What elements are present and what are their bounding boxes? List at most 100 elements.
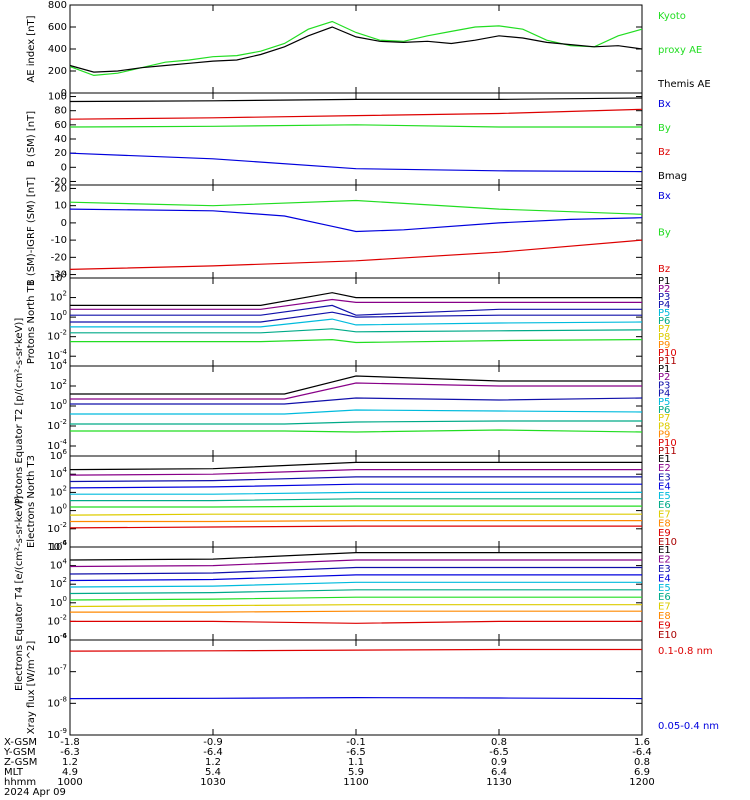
series-line: [69, 566, 642, 575]
footer-value: -6.5: [346, 747, 366, 758]
legend-label: P6: [658, 316, 670, 327]
y-tick-label: 10-2: [47, 329, 67, 343]
y-tick-label: -10: [51, 235, 67, 246]
series-line: [69, 513, 642, 516]
legend-label: proxy AE: [658, 45, 702, 56]
y-tick-label: 100: [50, 309, 67, 323]
footer-value: -6.5: [489, 747, 509, 758]
series-line: [70, 429, 643, 433]
legend-label: P2: [658, 372, 670, 383]
y-tick-label: 0: [61, 218, 67, 229]
footer-value: 1130: [486, 777, 511, 788]
y-tick-label: 106: [50, 539, 68, 553]
y-tick-label: -30: [51, 270, 67, 281]
y-axis-label: Electrons Equator T4 [e/(cm²-s-sr-keV)]: [14, 496, 25, 691]
legend-label: P10: [658, 438, 677, 449]
legend-label: E6: [658, 500, 671, 511]
y-tick-label: 0: [61, 162, 67, 173]
y-axis-label: AE index [nT]: [26, 15, 37, 82]
legend-label: E7: [658, 509, 671, 520]
series-line: [69, 596, 642, 601]
footer-value: 1.1: [348, 757, 364, 768]
legend-label: E10: [658, 630, 677, 641]
y-tick-label: 200: [48, 66, 67, 77]
y-tick-label: 60: [54, 120, 67, 131]
legend-label: E8: [658, 519, 671, 530]
legend-label: E9: [658, 528, 671, 539]
footer-value: 5.9: [348, 767, 364, 778]
series-line: [69, 581, 642, 588]
legend-label: E7: [658, 602, 671, 613]
legend-label: Bx: [658, 99, 671, 110]
legend-label: P5: [658, 308, 670, 319]
y-axis-label: B (SM)-IGRF (SM) [nT]: [26, 177, 37, 286]
footer-value: 1.2: [205, 757, 221, 768]
series-line: [69, 476, 642, 483]
series-line: [70, 420, 642, 425]
legend-label: Themis AE: [657, 79, 711, 90]
legend-label: P8: [658, 332, 670, 343]
legend-label: P1: [658, 276, 670, 287]
y-tick-label: 102: [50, 484, 67, 498]
footer-value: -6.4: [632, 747, 652, 758]
footer-value: 1000: [57, 777, 82, 788]
series-line: [70, 292, 642, 306]
y-tick-label: 102: [50, 378, 67, 392]
footer-value: 6.4: [491, 767, 507, 778]
footer-value: -6.3: [60, 747, 80, 758]
y-axis-label: Electrons North T3: [26, 455, 37, 548]
legend-label: Bz: [658, 264, 670, 275]
series-line: [70, 498, 642, 502]
series-line: [69, 108, 643, 120]
y-tick-label: 20: [54, 148, 67, 159]
footer-value: -0.1: [346, 737, 366, 748]
legend-label: Kyoto: [658, 11, 686, 22]
series-line: [70, 311, 642, 323]
y-tick-label: 10: [54, 201, 67, 212]
footer-row-label: Z-GSM: [4, 757, 37, 768]
legend-label: P2: [658, 284, 670, 295]
y-tick-label: 102: [50, 576, 67, 590]
series-line: [69, 97, 643, 103]
legend-label: E5: [658, 491, 671, 502]
series-line: [69, 483, 642, 489]
legend-label: 0.05-0.4 nm: [658, 721, 719, 732]
series-line: [69, 552, 642, 561]
series-line: [69, 696, 643, 700]
series-line: [70, 382, 642, 400]
series-line: [69, 589, 642, 595]
series-line: [70, 610, 642, 613]
series-line: [69, 152, 643, 173]
y-tick-label: 20: [54, 183, 67, 194]
series-line: [70, 298, 642, 310]
y-tick-label: 10-8: [47, 695, 67, 709]
series-line: [69, 208, 643, 233]
y-tick-label: 104: [50, 466, 68, 480]
footer-value: 0.8: [491, 737, 507, 748]
series-line: [70, 620, 642, 624]
y-tick-label: 10-7: [47, 664, 67, 678]
series-line: [70, 338, 643, 344]
legend-label: E5: [658, 583, 671, 594]
series-line: [70, 318, 643, 328]
y-tick-label: 400: [48, 44, 67, 55]
legend-label: P7: [658, 324, 670, 335]
footer-value: 5.4: [205, 767, 221, 778]
footer-value: 1200: [629, 777, 654, 788]
legend-label: P6: [658, 405, 670, 416]
footer-value: 4.9: [62, 767, 78, 778]
legend-label: E8: [658, 611, 671, 622]
y-tick-label: 104: [50, 558, 68, 572]
legend-label: P11: [658, 446, 677, 457]
y-tick-label: 100: [50, 595, 67, 609]
series-line: [70, 304, 642, 316]
footer-value: 6.9: [634, 767, 650, 778]
legend-label: E3: [658, 564, 671, 575]
y-tick-label: 100: [50, 503, 67, 517]
y-axis-label: B (SM) [nT]: [26, 111, 37, 167]
y-tick-label: 100: [50, 398, 67, 412]
legend-label: Bmag: [658, 171, 687, 182]
series-line: [69, 199, 643, 215]
legend-label: E1: [658, 454, 671, 465]
